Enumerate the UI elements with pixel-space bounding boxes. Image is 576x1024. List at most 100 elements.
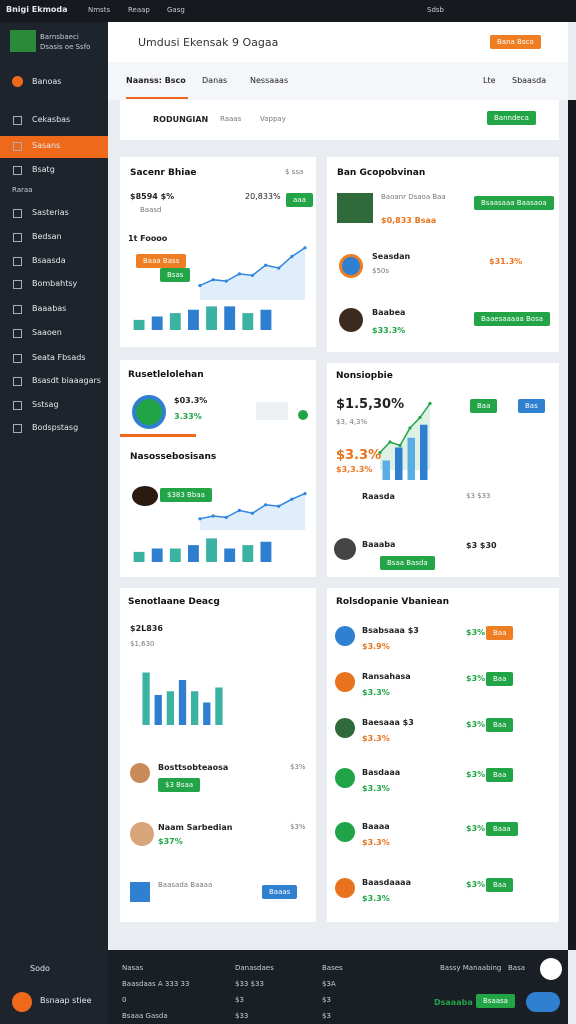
button[interactable]: Baa <box>470 399 498 414</box>
text: $3 <box>322 996 331 1004</box>
text: $3% <box>466 674 486 683</box>
nav-icon <box>13 305 22 314</box>
text: Raraa <box>12 186 33 194</box>
text: Nasossebosisans <box>130 452 217 462</box>
line-point <box>408 426 412 430</box>
row-icon <box>335 822 355 842</box>
text[interactable]: Reaap <box>128 6 150 14</box>
text: Sstsag <box>32 400 59 409</box>
text[interactable]: Bsatg <box>32 165 55 174</box>
bar <box>151 548 163 562</box>
bar <box>407 437 415 480</box>
text: Bsaaa Gasda <box>122 1012 168 1020</box>
button[interactable]: Bana Bsco <box>490 35 541 50</box>
text: 20,833% <box>245 192 281 201</box>
text[interactable]: Sasans <box>32 141 61 150</box>
text: $3% <box>466 824 486 833</box>
bar <box>166 691 174 725</box>
button[interactable]: Bsaasa <box>476 994 515 1009</box>
text: Raasda <box>362 492 395 501</box>
nav-icon <box>13 401 22 410</box>
text: Baaaba <box>362 540 396 549</box>
avatar <box>334 538 356 560</box>
button: $3 Bsaa <box>158 778 201 793</box>
nav-icon <box>13 116 22 125</box>
button: Baa <box>486 878 514 893</box>
button[interactable]: Banndeca <box>487 111 536 126</box>
text[interactable]: Dsaaaba <box>434 998 473 1007</box>
tab-underline <box>126 97 188 99</box>
text[interactable]: Raaas <box>220 115 242 123</box>
button[interactable]: Baaesaaaaa Bosa <box>474 312 551 327</box>
text[interactable]: Cekasbas <box>32 115 71 124</box>
text[interactable]: RODUNGIAN <box>153 115 209 124</box>
text: Baaabas <box>32 304 67 313</box>
button: Baa <box>486 672 514 687</box>
text: Senotlaane Deacg <box>128 597 220 607</box>
text: Bombahtsy <box>32 279 78 288</box>
nav-icon <box>13 209 22 218</box>
avatar <box>130 822 154 846</box>
text: Bodspstasg <box>32 423 79 432</box>
line-point <box>224 279 228 283</box>
text: Nonsiopbie <box>336 371 393 381</box>
row-icon <box>335 672 355 692</box>
text: Bsabsaaa $3 <box>362 626 419 635</box>
text: Ransahasa <box>362 672 411 681</box>
line-point <box>211 514 215 518</box>
line-point <box>303 246 307 250</box>
text: Dsasis oe Ssfo <box>40 43 91 51</box>
tab-bar <box>108 62 568 100</box>
scrollbar <box>568 100 576 950</box>
bar <box>178 680 187 725</box>
text: $37% <box>158 837 183 846</box>
avatar <box>12 992 32 1012</box>
line-point <box>237 508 241 512</box>
text: $3.3% <box>362 734 390 743</box>
nav-icon <box>13 166 22 175</box>
bar <box>188 309 199 330</box>
line-point <box>237 272 241 276</box>
line-point <box>277 266 281 270</box>
text: Bsasdt biaaagars <box>32 376 101 385</box>
bar <box>169 313 181 330</box>
bar <box>154 695 162 725</box>
button[interactable]: Baaas <box>262 885 298 900</box>
text[interactable]: Danas <box>202 76 228 85</box>
bar <box>260 309 272 330</box>
nav-icon <box>13 280 22 289</box>
text: $03.3% <box>174 396 208 405</box>
text: $1.5,30% <box>336 397 405 412</box>
text: $ ssa <box>285 168 304 176</box>
text[interactable]: Naanss: Bsco <box>126 76 186 85</box>
bar <box>224 306 236 330</box>
button[interactable]: Bsaasaaa Baasaoa <box>474 196 554 211</box>
text: Bases <box>322 964 343 972</box>
text[interactable]: Nmsts <box>88 6 111 14</box>
button: Baaa Bass <box>136 254 187 269</box>
text: Nasas <box>122 964 144 972</box>
text: $3A <box>322 980 336 988</box>
card <box>327 363 559 577</box>
text: Sacenr Bhiae <box>130 168 197 178</box>
pie <box>132 395 166 429</box>
text[interactable]: Banoas <box>32 77 62 86</box>
text[interactable]: Gasg <box>167 6 185 14</box>
button: Baaa <box>486 822 518 837</box>
text: $3,3.3% <box>336 465 373 474</box>
text: Bassy Manaabing <box>440 964 502 972</box>
text[interactable]: Nessaaas <box>250 76 289 85</box>
text: $1,630 <box>130 640 155 648</box>
text[interactable]: Vappay <box>260 115 286 123</box>
text: $3.9% <box>362 642 390 651</box>
text: Basdaaa <box>362 768 401 777</box>
card <box>120 157 316 347</box>
text: $3% <box>290 763 306 771</box>
text: Baoanr Dsaoa Baa <box>381 193 446 201</box>
text: $3% <box>466 880 486 889</box>
text: Baasdaas A 333 33 <box>122 980 190 988</box>
text: Naam Sarbedian <box>158 823 233 832</box>
button[interactable]: Bas <box>518 399 545 414</box>
bar <box>382 460 390 480</box>
